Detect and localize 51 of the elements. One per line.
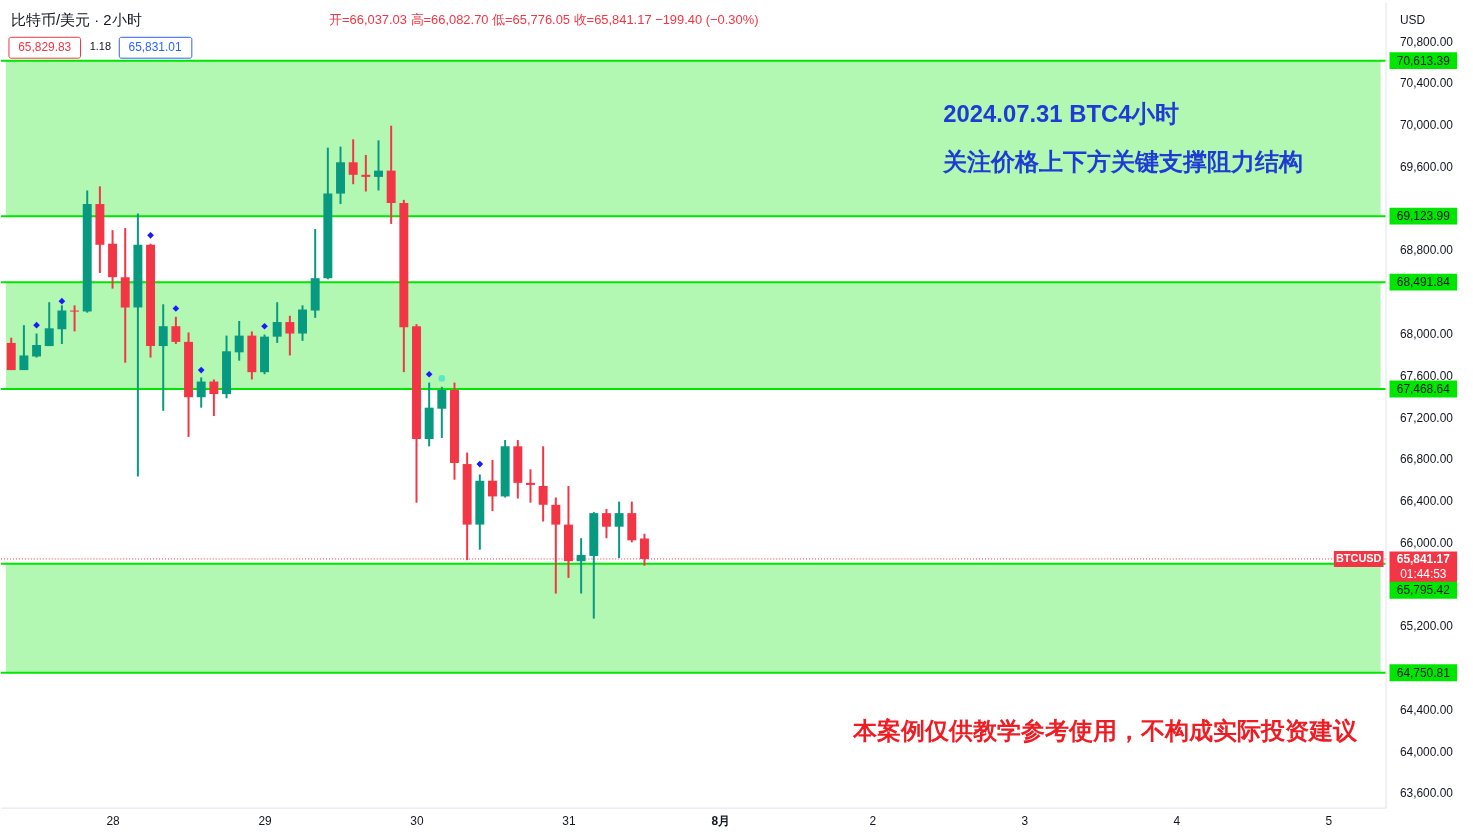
y-tick-label: 68,000.00: [1399, 327, 1454, 341]
x-tick-label: 3: [1021, 813, 1029, 828]
text: 开=66,037.03 高=66,082.70 低=65,776.05 收=65,841.17 −199.40 (−0.30%): [328, 12, 759, 28]
y-tick-label: 66,000.00: [1399, 535, 1454, 550]
x-tick-label: 8月: [711, 813, 731, 828]
annotation: 关注价格上下方关键支撑阻力结构: [942, 148, 1304, 176]
x-tick-label: 29: [258, 813, 273, 828]
y-tick-label: 65,200.00: [1399, 619, 1454, 634]
y-tick-label: 67,600.00: [1399, 368, 1454, 383]
y-tick-label: 70,800.00: [1399, 34, 1454, 49]
point: [197, 366, 205, 374]
y-tick-label: 63,600.00: [1399, 786, 1454, 801]
ref-line-label: 68,491.84: [1396, 275, 1451, 290]
y-tick-label: 64,000.00: [1399, 744, 1454, 759]
text: 01:44:53: [1400, 566, 1447, 581]
y-tick-label: 70,000.00: [1399, 118, 1454, 133]
point: [58, 297, 66, 305]
annotation: 65,829.83: [18, 40, 72, 55]
ref-line-label: 67,468.64: [1396, 381, 1451, 396]
annotation: 1.18: [89, 40, 112, 53]
y-tick-label: 64,400.00: [1399, 702, 1454, 717]
point: [438, 375, 446, 382]
x-tick-label: 28: [106, 813, 121, 828]
ref-line-label: 70,613.39: [1396, 53, 1451, 68]
text: 比特币/美元 · 2小时: [10, 12, 142, 29]
y-tick-label: 69,600.00: [1399, 159, 1454, 174]
point: [33, 321, 40, 329]
ref-line-label: BTCUSD: [1335, 551, 1382, 564]
y-tick-label: 70,400.00: [1399, 76, 1454, 91]
x-tick-label: 2: [869, 813, 877, 828]
x-tick-label: 4: [1173, 813, 1181, 828]
y-axis-title: USD: [1399, 12, 1426, 27]
point: [147, 232, 154, 239]
x-tick-label: 31: [562, 813, 576, 828]
annotation: 2024.07.31 BTC4小时: [943, 99, 1180, 127]
x-tick-label: 30: [410, 813, 424, 828]
y-tick-label: 66,400.00: [1399, 494, 1454, 509]
ref-line-label: 65,795.42: [1396, 583, 1451, 598]
y-tick-label: 67,200.00: [1399, 410, 1454, 425]
ref-line-label: 69,123.99: [1396, 209, 1451, 224]
x-tick-label: 5: [1325, 813, 1333, 828]
y-tick-label: 66,800.00: [1399, 452, 1454, 467]
y-tick-label: 68,800.00: [1399, 243, 1454, 258]
annotation: 本案例仅供教学参考使用，不构成实际投资建议: [851, 717, 1358, 745]
annotation: 65,831.01: [128, 40, 182, 55]
candlestick: [412, 323, 421, 504]
text: 65,841.17: [1396, 551, 1451, 566]
point: [425, 370, 433, 378]
point: [476, 460, 484, 468]
ref-line-label: 64,750.81: [1396, 665, 1451, 680]
point: [261, 322, 268, 330]
